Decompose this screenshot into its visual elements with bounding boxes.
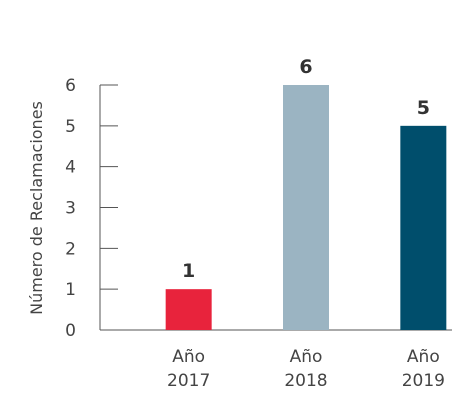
value-label: 5 <box>417 97 430 119</box>
category-labels: Año 2017 Año 2018 Año 2019 <box>167 347 445 391</box>
category-label-line1: Año <box>290 347 323 367</box>
y-tick-label: 6 <box>65 76 76 96</box>
y-tick-label: 1 <box>65 280 76 300</box>
y-tick-label: 0 <box>65 321 76 341</box>
y-tick-label: 3 <box>65 199 76 219</box>
value-label: 6 <box>299 56 312 78</box>
y-tick-label: 4 <box>65 158 76 178</box>
category-label-line2: 2019 <box>402 371 445 391</box>
bar-2017 <box>165 289 212 330</box>
bars <box>165 85 447 330</box>
category-label-line1: Año <box>407 347 440 367</box>
bar-2018 <box>283 85 329 330</box>
value-labels: 1 6 5 <box>182 56 430 282</box>
y-axis: 0 1 2 3 4 5 6 <box>65 76 452 341</box>
category-label-line2: 2017 <box>167 371 210 391</box>
value-label: 1 <box>182 260 195 282</box>
category-label-line2: 2018 <box>284 371 327 391</box>
bar-2019 <box>400 125 447 330</box>
y-axis-title: Número de Reclamaciones <box>27 101 46 315</box>
category-label-line1: Año <box>172 347 205 367</box>
y-tick-label: 5 <box>65 117 76 137</box>
y-tick-label: 2 <box>65 239 76 259</box>
